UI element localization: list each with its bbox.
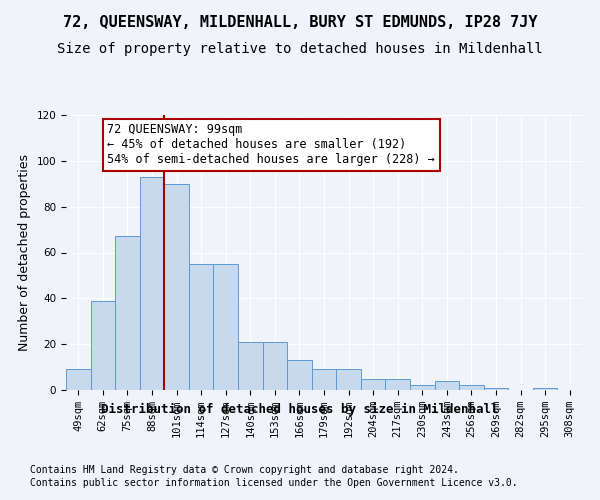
Text: Contains public sector information licensed under the Open Government Licence v3: Contains public sector information licen…	[30, 478, 518, 488]
Bar	[312, 370, 336, 390]
Text: Distribution of detached houses by size in Mildenhall: Distribution of detached houses by size …	[101, 402, 499, 415]
Text: 72, QUEENSWAY, MILDENHALL, BURY ST EDMUNDS, IP28 7JY: 72, QUEENSWAY, MILDENHALL, BURY ST EDMUN…	[63, 15, 537, 30]
Bar	[140, 177, 164, 390]
Bar	[459, 386, 484, 390]
Bar	[263, 342, 287, 390]
Bar	[410, 386, 434, 390]
Text: Size of property relative to detached houses in Mildenhall: Size of property relative to detached ho…	[57, 42, 543, 56]
Bar	[66, 370, 91, 390]
Bar	[434, 381, 459, 390]
Bar	[189, 264, 214, 390]
Bar	[385, 378, 410, 390]
Bar	[238, 342, 263, 390]
Bar	[533, 388, 557, 390]
Bar	[115, 236, 140, 390]
Y-axis label: Number of detached properties: Number of detached properties	[18, 154, 31, 351]
Bar	[287, 360, 312, 390]
Bar	[484, 388, 508, 390]
Bar	[214, 264, 238, 390]
Bar	[361, 378, 385, 390]
Text: Contains HM Land Registry data © Crown copyright and database right 2024.: Contains HM Land Registry data © Crown c…	[30, 465, 459, 475]
Bar	[336, 370, 361, 390]
Text: 72 QUEENSWAY: 99sqm
← 45% of detached houses are smaller (192)
54% of semi-detac: 72 QUEENSWAY: 99sqm ← 45% of detached ho…	[107, 123, 435, 166]
Bar	[164, 184, 189, 390]
Bar	[91, 300, 115, 390]
